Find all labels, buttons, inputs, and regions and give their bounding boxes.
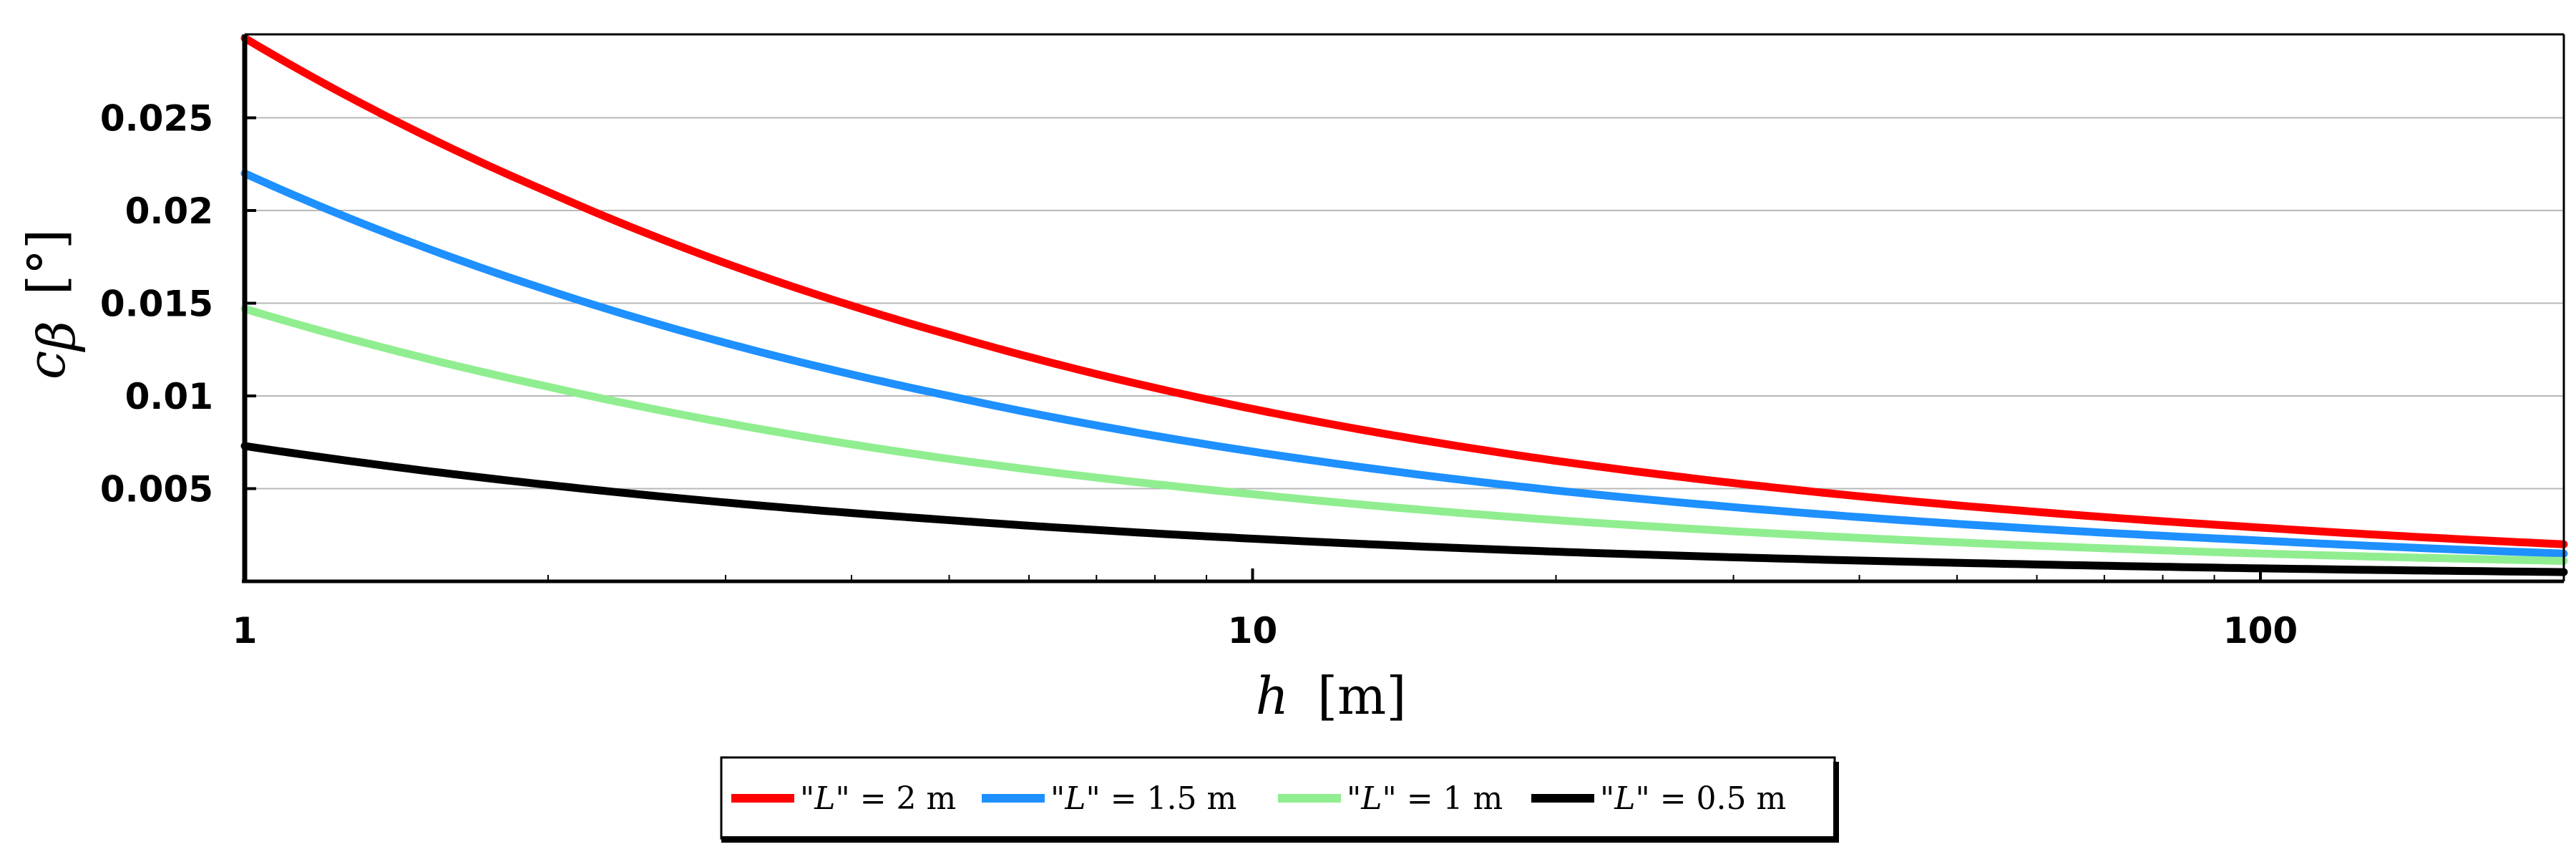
y-tick-label: 0.015 bbox=[100, 284, 213, 325]
legend-shadow-right bbox=[1833, 762, 1839, 843]
legend-label-l0-5: "L" = 0.5 m bbox=[1600, 780, 1786, 817]
series-lines bbox=[240, 34, 2568, 576]
series-line bbox=[240, 304, 2568, 565]
series-line bbox=[240, 442, 2568, 576]
y-tick-label: 0.005 bbox=[100, 469, 213, 510]
x-axis-title: h [m] bbox=[1256, 666, 1407, 726]
legend-shadow-bottom bbox=[721, 836, 1839, 843]
legend: "L" = 2 m "L" = 1.5 m "L" = 1 m "L" = 0.… bbox=[720, 756, 1839, 843]
y-tick-label: 0.01 bbox=[125, 376, 213, 417]
x-tick-label: 1 bbox=[233, 610, 258, 652]
legend-label-l1: "L" = 1 m bbox=[1347, 780, 1503, 817]
y-tick-label: 0.025 bbox=[100, 98, 213, 140]
series-line bbox=[240, 169, 2568, 558]
x-tick-label: 10 bbox=[1228, 610, 1278, 652]
ticks bbox=[243, 116, 2565, 581]
y-axis-title: cβ[°] bbox=[16, 229, 87, 379]
legend-label-l2: "L" = 2 m bbox=[800, 780, 956, 817]
y-tick-label: 0.02 bbox=[125, 190, 213, 232]
x-tick-label: 100 bbox=[2223, 610, 2298, 652]
grid bbox=[245, 117, 2564, 490]
series-line bbox=[240, 34, 2568, 548]
axes bbox=[242, 33, 2565, 583]
legend-label-l1-5: "L" = 1.5 m bbox=[1050, 780, 1236, 817]
tick-labels: 0.005 0.01 0.015 0.02 0.025 1 10 100 bbox=[100, 98, 2298, 652]
